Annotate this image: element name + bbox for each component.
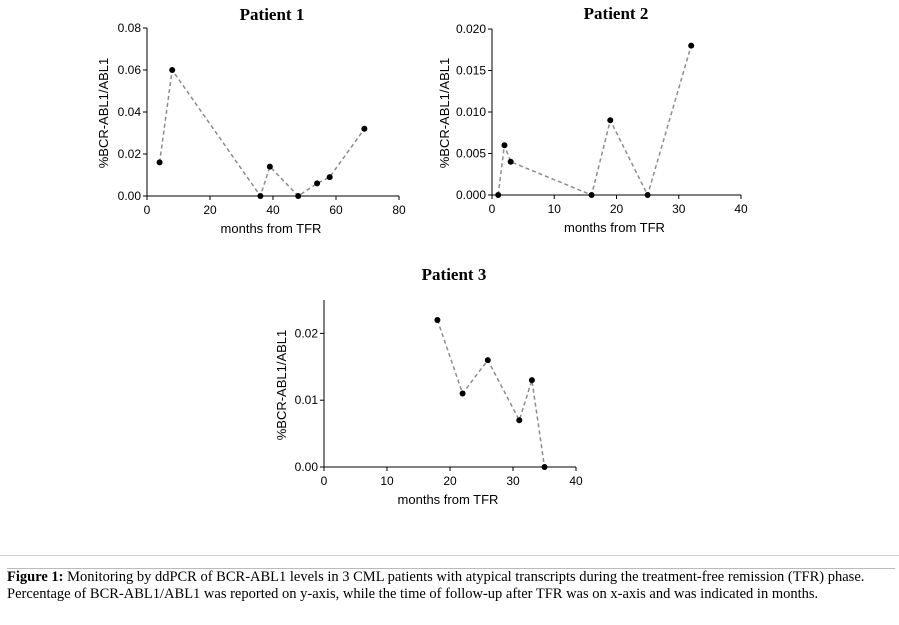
patient3-y-tick-label: 0.00 xyxy=(295,460,319,474)
patient2-y-tick-label: 0.000 xyxy=(456,188,486,202)
patient3-x-tick-label: 20 xyxy=(443,474,457,488)
patient1-series-line xyxy=(158,68,366,198)
patient2-x-tick-label: 10 xyxy=(548,202,562,216)
patient2-x-tick-label: 0 xyxy=(489,202,496,216)
patient1-y-axis-label: %BCR-ABL1/ABL1 xyxy=(96,58,111,169)
patient2-y-tick-label: 0.010 xyxy=(456,105,486,119)
caption-text: Monitoring by ddPCR of BCR-ABL1 levels i… xyxy=(7,569,865,602)
patient2-y-tick-label: 0.005 xyxy=(456,147,486,161)
patient2-x-tick-label: 30 xyxy=(672,202,686,216)
patient1-y-tick-label: 0.06 xyxy=(118,63,142,77)
patient3-data-point xyxy=(459,390,466,397)
patient3-data-point xyxy=(434,317,441,324)
figure-canvas: Patient 1 0 20 40 60 80 0.00 0.02 0.04 0.06 0.08 mo… xyxy=(96,4,748,507)
patient1-y-tick-label: 0.02 xyxy=(118,147,142,161)
patient3-x-tick-label: 40 xyxy=(569,474,583,488)
patient2-title: Patient 2 xyxy=(584,4,649,23)
patient1-title: Patient 1 xyxy=(240,5,305,24)
patient3-y-tick-label: 0.02 xyxy=(295,326,319,340)
patient1-data-point xyxy=(361,125,368,132)
patient2-data-point xyxy=(501,142,508,149)
patient1-y-tick-label: 0.04 xyxy=(118,105,142,119)
patient2-data-point xyxy=(588,192,595,198)
patient1-data-point xyxy=(257,193,264,199)
patient1-x-tick-label: 60 xyxy=(329,203,343,217)
patient1-data-point xyxy=(314,180,321,187)
patient1-x-tick-label: 0 xyxy=(144,203,151,217)
patient1-x-axis-label: months from TFR xyxy=(221,221,322,236)
patient3-data-point xyxy=(484,357,491,364)
patient1-data-point xyxy=(169,67,176,73)
patient2-data-point xyxy=(607,117,614,124)
patient3-data-point xyxy=(528,377,535,384)
patient1-data-point xyxy=(295,193,302,199)
patient2-data-point xyxy=(495,192,502,198)
patient2-series-line xyxy=(497,45,692,198)
patient1-x-tick-label: 20 xyxy=(203,203,217,217)
patient1-y-tick-label: 0.00 xyxy=(118,189,142,203)
patient3-x-tick-label: 10 xyxy=(380,474,394,488)
patient3-y-tick-label: 0.01 xyxy=(295,393,319,407)
patient3-series-line xyxy=(436,319,546,468)
patient1-x-tick-label: 40 xyxy=(266,203,280,217)
patient1-y-tick-label: 0.08 xyxy=(118,21,142,35)
patient2-y-tick-label: 0.015 xyxy=(456,64,486,78)
patient1-x-tick-label: 80 xyxy=(392,203,406,217)
patient1-data-point xyxy=(266,163,273,170)
patient3-x-tick-label: 30 xyxy=(506,474,520,488)
patient3-x-tick-label: 0 xyxy=(321,474,328,488)
patient3-data-point xyxy=(516,417,523,424)
patient2-x-axis-label: months from TFR xyxy=(564,220,665,235)
patient1-data-point xyxy=(326,174,333,181)
divider xyxy=(0,555,899,556)
patient2-y-tick-label: 0.020 xyxy=(456,22,486,36)
patient1-data-point xyxy=(156,159,163,166)
patient2-data-point xyxy=(644,192,651,198)
patient2-y-axis-label: %BCR-ABL1/ABL1 xyxy=(437,58,452,169)
patient3-title: Patient 3 xyxy=(422,265,487,284)
figure-caption: Figure 1: Monitoring by ddPCR of BCR-ABL… xyxy=(7,568,895,603)
patient3-y-axis-label: %BCR-ABL1/ABL1 xyxy=(274,330,289,441)
patient2-x-tick-label: 40 xyxy=(734,202,748,216)
caption-lead: Figure 1: xyxy=(7,569,64,585)
patient3-x-axis-label: months from TFR xyxy=(398,492,499,507)
patient2-data-point xyxy=(507,158,514,165)
patient2-x-tick-label: 20 xyxy=(610,202,624,216)
patient2-data-point xyxy=(688,42,695,49)
patient3-data-point xyxy=(541,464,548,470)
